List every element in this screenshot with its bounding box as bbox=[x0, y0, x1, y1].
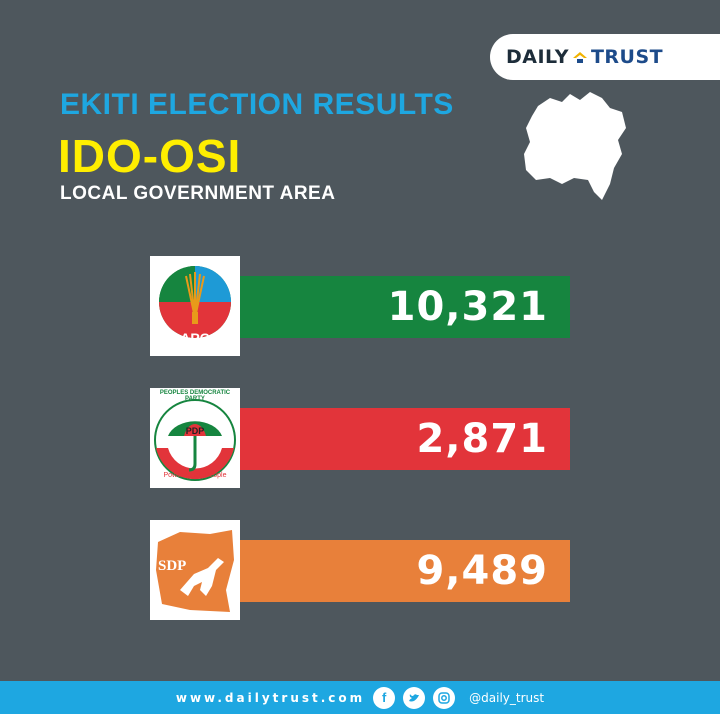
footer-url[interactable]: www.dailytrust.com bbox=[175, 690, 366, 705]
bar-sdp: 9,489 bbox=[240, 540, 570, 602]
sdp-logo: SDP bbox=[150, 520, 240, 620]
sdp-label: SDP bbox=[158, 558, 187, 574]
result-row-apc: APC 10,321 bbox=[150, 256, 570, 356]
bar-pdp: 2,871 bbox=[240, 408, 570, 470]
footer-bar: www.dailytrust.com f @daily_trust bbox=[0, 681, 720, 714]
page-title: EKITI ELECTION RESULTS bbox=[60, 88, 454, 121]
value-label-apc: 10,321 bbox=[387, 284, 548, 330]
footer-handle[interactable]: @daily_trust bbox=[469, 690, 545, 705]
bar-apc: 10,321 bbox=[240, 276, 570, 338]
lga-subtitle: LOCAL GOVERNMENT AREA bbox=[60, 183, 336, 204]
sdp-horse-icon bbox=[154, 524, 236, 616]
brand-daily: DAILY bbox=[506, 46, 569, 68]
value-label-sdp: 9,489 bbox=[416, 548, 548, 594]
brand-trust: TRUST bbox=[590, 46, 664, 68]
instagram-icon[interactable] bbox=[433, 686, 456, 709]
apc-label: APC bbox=[180, 330, 210, 346]
apc-emblem-icon bbox=[159, 266, 231, 338]
result-row-sdp: SDP 9,489 bbox=[150, 520, 570, 620]
pdp-motto: Power to the People bbox=[163, 472, 227, 479]
apc-logo: APC bbox=[150, 256, 240, 356]
eagle-emblem-icon bbox=[572, 52, 587, 63]
twitter-icon[interactable] bbox=[403, 686, 426, 709]
value-label-pdp: 2,871 bbox=[416, 416, 548, 462]
lga-map-silhouette bbox=[524, 92, 626, 200]
brand-logo: DAILY TRUST bbox=[490, 34, 720, 80]
pdp-label: PDP bbox=[185, 426, 205, 436]
facebook-icon[interactable]: f bbox=[373, 686, 396, 709]
pdp-logo: PEOPLES DEMOCRATIC PARTY PDP Power to th… bbox=[150, 388, 240, 488]
pdp-ring-text: PEOPLES DEMOCRATIC PARTY bbox=[159, 390, 231, 402]
result-row-pdp: PEOPLES DEMOCRATIC PARTY PDP Power to th… bbox=[150, 388, 570, 488]
lga-name: IDO-OSI bbox=[58, 130, 242, 182]
pdp-umbrella-icon bbox=[154, 399, 236, 481]
